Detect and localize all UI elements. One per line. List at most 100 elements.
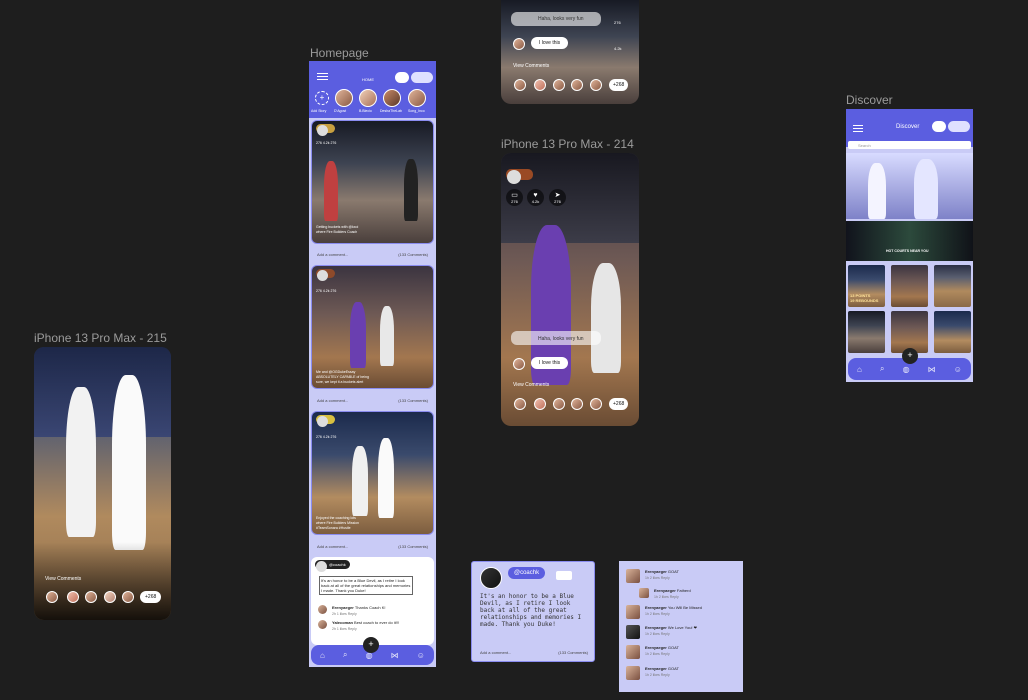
add-story-icon[interactable]: + bbox=[315, 91, 329, 105]
create-post-button[interactable]: + bbox=[902, 348, 918, 364]
search-input[interactable]: Search bbox=[848, 141, 971, 149]
comment-count[interactable]: (133 Comments) bbox=[558, 649, 588, 655]
featured-banner[interactable] bbox=[846, 153, 973, 219]
send-icon[interactable] bbox=[395, 72, 409, 83]
comment-item: Yalecoman Best coach to ever do it!!! 2h … bbox=[318, 620, 399, 632]
arena-banner bbox=[34, 347, 171, 437]
commenter-avatar[interactable] bbox=[85, 591, 97, 603]
search-icon[interactable]: ⌕ bbox=[879, 364, 885, 373]
comment-bar[interactable]: Add a comment... (133 Comments) bbox=[476, 647, 592, 657]
coach-figure bbox=[112, 375, 146, 550]
share-icon[interactable]: ➤ 276 bbox=[549, 189, 566, 206]
menu-icon[interactable] bbox=[853, 125, 863, 126]
phone-frame-top: Haha, looks very fun I love this 276 4.2… bbox=[501, 0, 639, 104]
comment-input[interactable]: Add a comment... bbox=[317, 397, 349, 403]
courts-banner[interactable]: HOT COURTS NEAR YOU bbox=[846, 221, 973, 261]
handshake-icon[interactable]: ⋈ bbox=[390, 650, 399, 660]
globe-icon[interactable]: ◍ bbox=[902, 364, 910, 374]
commenter-avatar[interactable] bbox=[571, 79, 583, 91]
commenter-avatar[interactable] bbox=[513, 38, 525, 50]
user-tag[interactable] bbox=[316, 269, 336, 281]
discover-header: Discover bbox=[846, 109, 973, 147]
handshake-icon[interactable]: ⋈ bbox=[927, 364, 936, 374]
discover-tile[interactable] bbox=[891, 265, 928, 307]
menu-icon[interactable] bbox=[317, 73, 328, 74]
post-caption: Enjoyed the coaching lots where Fire Bui… bbox=[316, 516, 359, 530]
view-comments-link[interactable]: View Comments bbox=[513, 63, 550, 69]
user-tag[interactable] bbox=[506, 169, 534, 184]
commenter-avatar[interactable] bbox=[590, 398, 602, 410]
more-count-badge[interactable]: +268 bbox=[609, 79, 629, 91]
notification-toggle[interactable] bbox=[948, 121, 970, 132]
notification-toggle[interactable] bbox=[411, 72, 433, 83]
comment-input[interactable]: Add a comment... bbox=[317, 543, 349, 549]
user-tag[interactable]: @coachk bbox=[315, 560, 350, 572]
post-caption: Getting buckets with @kxoi where Fire Bu… bbox=[316, 225, 359, 234]
comment-count[interactable]: (133 Comments) bbox=[398, 543, 428, 549]
text-post-card[interactable]: @coachk It's an honor to be a Blue Devil… bbox=[311, 557, 434, 645]
comment-count[interactable]: (133 Comments) bbox=[398, 251, 428, 257]
commenter-avatar[interactable] bbox=[571, 398, 583, 410]
video-post-card[interactable]: 276 4.2k 276 Enjoyed the coaching lots w… bbox=[311, 411, 434, 535]
view-comments-link[interactable]: View Comments bbox=[45, 576, 82, 582]
comment-bubble: Haha, looks very fun bbox=[538, 336, 584, 342]
comment-bubble: Haha, looks very fun bbox=[538, 16, 584, 22]
comment-input[interactable]: Add a comment... bbox=[317, 251, 349, 257]
discover-tile[interactable]: 13 POINTS 19 REBOUNDS bbox=[848, 265, 885, 307]
story-avatar[interactable] bbox=[359, 89, 377, 107]
comment-bar[interactable]: Add a comment... (133 Comments) bbox=[311, 247, 434, 261]
commenter-avatar[interactable] bbox=[553, 79, 565, 91]
profile-icon[interactable]: ☺ bbox=[953, 364, 962, 374]
home-icon[interactable]: ⌂ bbox=[320, 650, 325, 660]
discover-tile[interactable] bbox=[848, 311, 885, 353]
commenter-avatar[interactable] bbox=[514, 398, 526, 410]
home-header: HOME + Add Story D'Agost B.Blecio DeshaT… bbox=[309, 61, 436, 118]
story-avatar[interactable] bbox=[335, 89, 353, 107]
discover-tile[interactable] bbox=[891, 311, 928, 353]
discover-tile[interactable] bbox=[934, 265, 971, 307]
player-figure bbox=[66, 387, 96, 537]
comment-count[interactable]: (133 Comments) bbox=[398, 397, 428, 403]
user-tag[interactable] bbox=[316, 124, 336, 136]
author-handle[interactable]: @coachk bbox=[508, 567, 546, 579]
phone-frame-homepage: HOME + Add Story D'Agost B.Blecio DeshaT… bbox=[309, 61, 436, 667]
user-tag[interactable] bbox=[316, 415, 336, 427]
story-avatar[interactable] bbox=[408, 89, 426, 107]
comment-item: Erenyaeger Thanks Coach K! 2h 1 likes Rep… bbox=[318, 605, 386, 617]
send-icon[interactable] bbox=[932, 121, 946, 132]
comment-input[interactable]: Add a comment... bbox=[480, 649, 512, 655]
frame-label-discover: Discover bbox=[846, 93, 893, 107]
commenter-avatar[interactable] bbox=[553, 398, 565, 410]
home-dropdown[interactable]: HOME bbox=[362, 77, 374, 82]
comment-item: Erenyaeger You Will Be Missed 1h 2 likes … bbox=[626, 605, 702, 619]
commenter-avatar[interactable] bbox=[534, 398, 546, 410]
post-detail-card[interactable]: @coachk It's an honor to be a Blue Devil… bbox=[471, 561, 595, 662]
story-avatar[interactable] bbox=[383, 89, 401, 107]
search-icon[interactable]: ⌕ bbox=[342, 650, 348, 659]
comment-bar[interactable]: Add a comment... (133 Comments) bbox=[311, 539, 434, 553]
commenter-avatar[interactable] bbox=[513, 358, 525, 370]
author-avatar[interactable] bbox=[480, 567, 502, 589]
commenter-avatar[interactable] bbox=[514, 79, 526, 91]
more-count-badge[interactable]: +268 bbox=[609, 398, 629, 410]
commenter-avatar[interactable] bbox=[67, 591, 79, 603]
create-post-button[interactable]: + bbox=[363, 637, 379, 653]
commenter-avatar[interactable] bbox=[122, 591, 134, 603]
home-icon[interactable]: ⌂ bbox=[857, 364, 862, 374]
video-post-card[interactable]: 276 4.2k 276 Getting buckets with @kxoi … bbox=[311, 120, 434, 244]
comment-bar[interactable]: Add a comment... (133 Comments) bbox=[311, 393, 434, 407]
heart-icon[interactable]: ♥ 4.2k bbox=[527, 189, 544, 206]
commenter-avatar[interactable] bbox=[104, 591, 116, 603]
commenter-avatar[interactable] bbox=[534, 79, 546, 91]
commenter-avatar[interactable] bbox=[590, 79, 602, 91]
video-post-card[interactable]: 276 4.2k 276 Me and @OGDukeEssay ABSOLUT… bbox=[311, 265, 434, 389]
view-comments-link[interactable]: View Comments bbox=[513, 382, 550, 388]
post-stats: 276 4.2k 276 bbox=[316, 289, 337, 293]
globe-icon[interactable]: ◍ bbox=[365, 650, 373, 660]
discover-tile[interactable] bbox=[934, 311, 971, 353]
commenter-avatar[interactable] bbox=[46, 591, 58, 603]
comment-icon[interactable]: ▭ 276 bbox=[506, 189, 523, 206]
profile-icon[interactable]: ☺ bbox=[416, 650, 425, 660]
comment-bubble: I love this bbox=[531, 357, 569, 369]
more-count-badge[interactable]: +268 bbox=[140, 591, 162, 603]
